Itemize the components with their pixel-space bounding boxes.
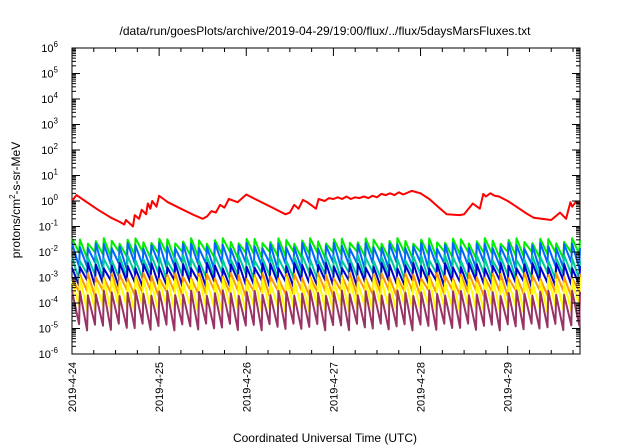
x-axis: 2019-4-24 2019-4-25 2019-4-26 2019-4-27 2019… [67, 48, 574, 412]
y-tick-label: 10-4 [39, 295, 59, 310]
y-tick-label: 104 [41, 91, 58, 106]
x-axis-label: Coordinated Universal Time (UTC) [233, 431, 417, 445]
y-tick-label: 102 [41, 142, 58, 157]
y-tick-label: 101 [41, 168, 58, 183]
y-axis: 106 105 104 103 102 101 100 10-1 10-2 10-3 10-4 10-… [39, 40, 580, 361]
chart-title: /data/run/goesPlots/archive/2019-04-29/1… [120, 24, 532, 38]
y-tick-label: 10-1 [39, 219, 59, 234]
y-tick-label: 106 [41, 40, 58, 55]
y-tick-label: 10-6 [39, 346, 59, 361]
y-tick-label: 103 [41, 117, 58, 132]
x-tick-label: 2019-4-28 [416, 362, 428, 412]
series-line-1 [71, 189, 581, 228]
y-tick-label: 10-3 [39, 270, 59, 285]
y-tick-label: 10-2 [39, 244, 59, 259]
x-tick-label: 2019-4-27 [328, 362, 340, 412]
x-tick-label: 2019-4-29 [503, 362, 515, 412]
y-tick-label: 10-5 [39, 321, 59, 336]
y-tick-label: 105 [41, 66, 58, 81]
series-line-8 [71, 289, 581, 332]
x-tick-label: 2019-4-26 [241, 362, 253, 412]
series-line-3 [71, 242, 581, 271]
x-tick-label: 2019-4-24 [67, 362, 79, 412]
y-axis-label: protons/cm2-s-sr-MeV [8, 142, 23, 258]
x-tick-label: 2019-4-25 [154, 362, 166, 412]
y-tick-label: 100 [41, 193, 58, 208]
series-layer [71, 189, 581, 332]
